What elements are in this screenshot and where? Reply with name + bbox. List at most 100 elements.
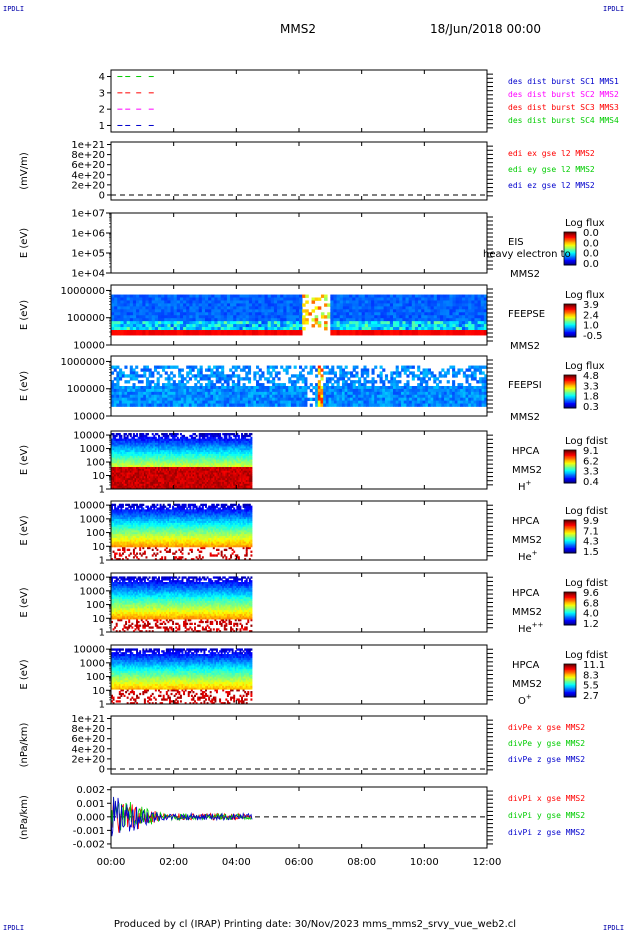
- spectrogram-cell: [277, 388, 281, 393]
- spectrogram-cell: [465, 309, 469, 313]
- spectrogram-cell: [214, 315, 218, 319]
- spectrogram-cell: [165, 444, 168, 447]
- spectrogram-cell: [446, 306, 450, 310]
- spectrogram-cell: [111, 383, 115, 387]
- spectrogram-cell: [170, 459, 173, 462]
- spectrogram-cell: [194, 477, 196, 481]
- spectrogram-cell: [218, 380, 222, 384]
- spectrogram-cell: [175, 483, 178, 486]
- spectrogram-cell: [131, 474, 134, 477]
- spectrogram-cell: [158, 321, 162, 325]
- spectrogram-cell: [148, 483, 151, 486]
- spectrogram-cell: [387, 380, 391, 384]
- spectrogram-cell: [121, 474, 124, 477]
- spectrogram-cell: [480, 318, 485, 322]
- spectrogram-cell: [179, 485, 182, 488]
- spectrogram-cell: [178, 462, 181, 466]
- spectrogram-cell: [234, 374, 238, 378]
- spectrogram-cell: [136, 438, 139, 441]
- spectrogram-cell: [452, 312, 457, 316]
- spectrogram-cell: [151, 459, 154, 462]
- spectrogram-cell: [421, 312, 425, 316]
- spectrogram-cell: [139, 438, 142, 441]
- spectrogram-cell: [207, 386, 211, 390]
- spectrogram-cell: [172, 447, 175, 451]
- spectrogram-cell: [111, 315, 115, 319]
- spectrogram-cell: [183, 479, 186, 482]
- spectrogram-cell: [239, 309, 243, 313]
- spectrogram-cell: [142, 300, 146, 304]
- spectrogram-cell: [173, 300, 178, 304]
- spectrogram-cell: [427, 330, 431, 336]
- spectrogram-cell: [194, 446, 196, 449]
- colorbar-segment: [564, 243, 576, 245]
- spectrogram-cell: [269, 374, 273, 378]
- spectrogram-cell: [145, 438, 148, 441]
- spectrogram-cell: [117, 468, 120, 471]
- spectrogram-cell: [181, 434, 184, 438]
- spectrogram-cell: [175, 466, 178, 469]
- spectrogram-cell: [258, 330, 262, 336]
- spectrogram-cell: [201, 312, 206, 316]
- spectrogram-cell: [435, 394, 440, 399]
- spectrogram-cell: [386, 306, 391, 310]
- spectrogram-cell: [323, 397, 327, 402]
- spectrogram-cell: [473, 374, 477, 378]
- spectrogram-cell: [165, 446, 168, 449]
- spectrogram-cell: [154, 303, 159, 307]
- spectrogram-cell: [425, 394, 429, 399]
- spectrogram-cell: [255, 330, 259, 336]
- spectrogram-cell: [145, 380, 149, 384]
- spectrogram-cell: [341, 374, 346, 378]
- spectrogram-cell: [176, 461, 179, 464]
- spectrogram-cell: [158, 483, 160, 486]
- spectrogram-cell: [427, 309, 431, 313]
- spectrogram-cell: [327, 315, 331, 319]
- spectrogram-cell: [355, 309, 359, 313]
- spectrogram-cell: [477, 294, 482, 298]
- spectrogram-cell: [371, 315, 375, 319]
- spectrogram-cell: [402, 321, 406, 325]
- spectrogram-cell: [170, 377, 174, 381]
- spectrogram-cell: [402, 303, 406, 307]
- spectrogram-cell: [154, 481, 157, 484]
- spectrogram-cell: [120, 312, 124, 316]
- spectrogram-cell: [173, 455, 176, 458]
- spectrogram-cell: [112, 455, 115, 458]
- spectrogram-cell: [201, 300, 206, 304]
- spectrogram-cell: [165, 477, 168, 481]
- spectrogram-cell: [156, 365, 160, 369]
- spectrogram-cell: [471, 309, 475, 313]
- spectrogram-cell: [136, 324, 140, 328]
- spectrogram-cell: [352, 318, 356, 322]
- spectrogram-cell: [148, 468, 151, 471]
- spectrogram-cell: [136, 459, 139, 462]
- spectrogram-cell: [125, 479, 128, 482]
- spectrogram-cell: [424, 315, 428, 319]
- spectrogram-cell: [461, 312, 466, 316]
- spectrogram-cell: [333, 309, 337, 313]
- spectrogram-cell: [331, 394, 335, 399]
- spectrogram-cell: [220, 294, 225, 298]
- spectrogram-cell: [398, 386, 402, 390]
- spectrogram-cell: [139, 436, 142, 440]
- spectrogram-cell: [333, 315, 337, 319]
- spectrogram-cell: [197, 446, 200, 449]
- spectrogram-cell: [280, 297, 284, 301]
- spectrogram-cell: [324, 294, 328, 298]
- spectrogram-cell: [427, 327, 431, 331]
- spectrogram-cell: [296, 388, 300, 393]
- spectrogram-cell: [286, 309, 290, 313]
- spectrogram-cell: [269, 397, 273, 402]
- spectrogram-cell: [164, 440, 167, 443]
- spectrogram-cell: [186, 477, 189, 481]
- spectrogram-cell: [468, 324, 472, 328]
- spectrogram-cell: [226, 391, 230, 396]
- spectrogram-cell: [116, 391, 120, 396]
- spectrogram-cell: [424, 324, 428, 328]
- legend-entry: edi ex gse l2 MMS2: [508, 149, 595, 158]
- spectrogram-cell: [158, 481, 160, 484]
- spectrogram-cell: [460, 388, 464, 393]
- spectrogram-cell: [339, 318, 344, 322]
- spectrogram-cell: [183, 377, 187, 381]
